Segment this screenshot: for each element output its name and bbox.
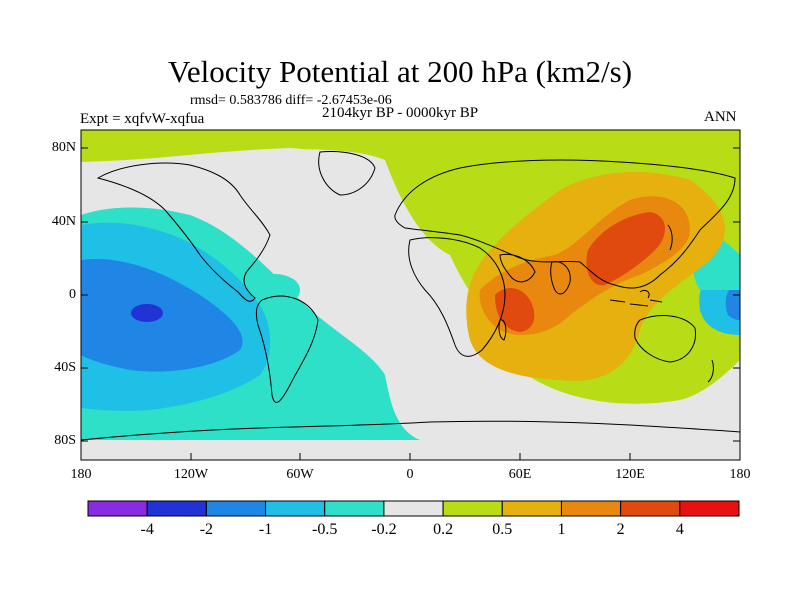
- colorbar-swatch: [383, 500, 444, 517]
- field-very-low: [131, 304, 163, 322]
- colorbar-label: 0.5: [492, 521, 513, 538]
- colorbar-swatch: [324, 500, 385, 517]
- lon-label-180e: 180: [729, 467, 751, 482]
- colorbar-swatch: [501, 500, 562, 517]
- lon-label-120e: 120E: [615, 467, 645, 482]
- colorbar-swatch: [679, 500, 740, 517]
- colorbar-label: -1: [258, 521, 273, 538]
- lat-label-80s: 80S: [54, 433, 76, 448]
- lon-label-180w: 180: [70, 467, 92, 482]
- coast-africa: [408, 237, 506, 357]
- coast-madagascar: [498, 319, 507, 341]
- map-title: Velocity Potential at 200 hPa (km2/s): [167, 54, 633, 89]
- coast-arabia: [499, 253, 536, 283]
- lon-label-60w: 60W: [286, 467, 314, 482]
- colorbar-swatch: [87, 500, 148, 517]
- colorbar-swatch: [146, 500, 207, 517]
- coast-greenland: [318, 151, 376, 196]
- colorbar-label: 2: [616, 521, 625, 538]
- lat-label-80n: 80N: [51, 140, 76, 155]
- colorbar-swatch: [442, 500, 503, 517]
- colorbar-swatch: [620, 500, 681, 517]
- velocity-potential-field: [81, 130, 740, 460]
- season-label: ANN: [704, 109, 737, 125]
- coast-new-zealand: [707, 359, 714, 383]
- colorbar: [87, 500, 740, 517]
- colorbar-label: -0.2: [371, 521, 397, 538]
- colorbar-label: 0.2: [433, 521, 454, 538]
- coast-south-america: [255, 295, 319, 403]
- experiment-label: Expt = xqfvW-xqfua: [80, 111, 205, 127]
- lat-label-0: 0: [69, 287, 76, 302]
- coast-maritime-continent: [609, 289, 663, 307]
- colorbar-swatch: [560, 500, 622, 517]
- coast-eurasia: [394, 159, 736, 289]
- field-atlantic-blob: [250, 274, 300, 306]
- axis-ticks: [80, 147, 741, 460]
- colorbar-swatch: [265, 500, 326, 517]
- coast-india: [550, 261, 571, 295]
- lon-label-120w: 120W: [173, 467, 209, 482]
- coast-australia: [634, 315, 697, 363]
- coast-north-america: [96, 162, 271, 302]
- field-neutral-north: [90, 148, 444, 330]
- lat-label-40s: 40S: [54, 360, 76, 375]
- lon-label-0: 0: [406, 467, 414, 482]
- colorbar-label: -2: [199, 521, 214, 538]
- coast-antarctica: [81, 420, 740, 441]
- colorbar-label: 1: [557, 521, 566, 538]
- stats-text: rmsd= 0.583786 diff= -2.67453e-06: [190, 93, 392, 108]
- colorbar-label: -4: [140, 521, 154, 538]
- colorbar-label: 4: [675, 521, 684, 538]
- lon-label-60e: 60E: [508, 467, 532, 482]
- coastlines: [81, 151, 740, 441]
- period-label: 2104kyr BP - 0000kyr BP: [322, 105, 479, 121]
- field-very-high: [586, 212, 666, 286]
- coast-japan: [667, 224, 673, 251]
- lat-label-40n: 40N: [51, 214, 76, 229]
- colorbar-swatch: [205, 500, 267, 517]
- colorbar-label: -0.5: [312, 521, 338, 538]
